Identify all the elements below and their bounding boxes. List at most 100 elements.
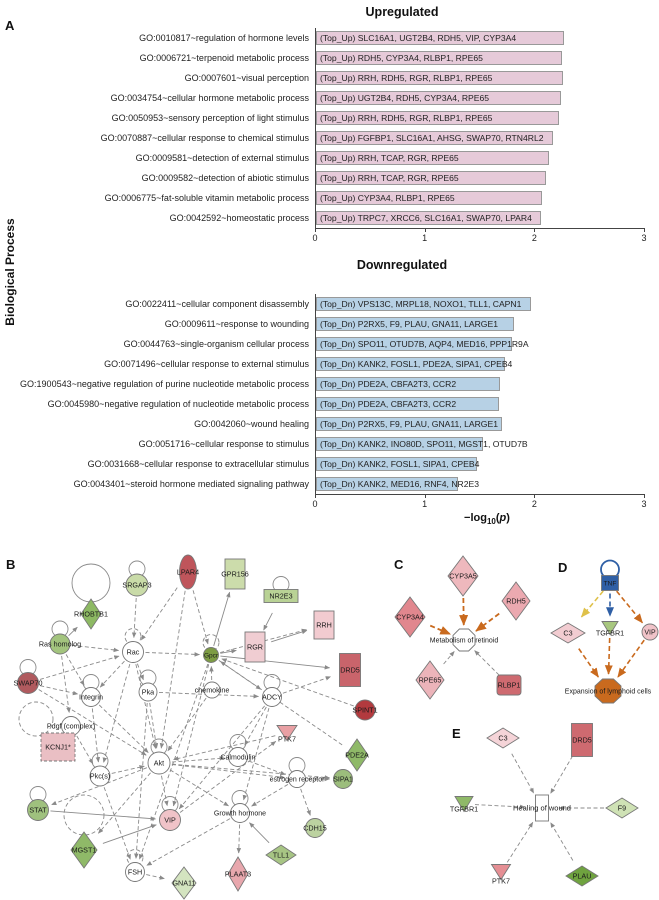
node-mgst1 bbox=[70, 831, 98, 869]
chart-title-downregulated: Downregulated bbox=[356, 258, 448, 272]
go-term-label: GO:0010817~regulation of hormone levels bbox=[139, 33, 309, 43]
node-label-cyp3a5: CYP3A5 bbox=[449, 572, 477, 581]
bar bbox=[316, 337, 512, 351]
node-adcy bbox=[262, 687, 282, 707]
node-label-cdh15: CDH15 bbox=[303, 824, 327, 833]
axis-tick-label: 3 bbox=[641, 233, 647, 243]
node-expand bbox=[594, 678, 622, 704]
go-term-label: GO:0071496~cellular response to external… bbox=[104, 359, 309, 369]
node-label-rlbp1: RLBP1 bbox=[498, 681, 521, 690]
bar-track: (Top_Dn) P2RX5, F9, PLAU, GNA11, LARGE1 bbox=[315, 314, 644, 334]
node-label-calmod: Calmodulin bbox=[220, 755, 255, 762]
go-term-label: GO:0006775~fat-soluble vitamin metabolic… bbox=[104, 193, 309, 203]
node-sipa1 bbox=[333, 769, 353, 789]
node-rdh5 bbox=[501, 581, 531, 621]
network-edge bbox=[192, 590, 209, 645]
node-label-pdgf: Pdgf (complex) bbox=[47, 722, 95, 731]
panel-b-label: B bbox=[6, 557, 16, 572]
bar-gene-list: (Top_Dn) PDE2A, CBFA2T3, CCR2 bbox=[320, 379, 457, 389]
bar-gene-list: (Top_Up) TRPC7, XRCC6, SLC16A1, SWAP70, … bbox=[320, 213, 532, 223]
bar bbox=[316, 317, 514, 331]
node-calmod bbox=[228, 747, 248, 767]
network-edge bbox=[511, 753, 535, 794]
network-edge bbox=[443, 651, 455, 665]
node-label-gpcr: Gpcr bbox=[204, 653, 219, 660]
x-axis-title: −log10(p) bbox=[464, 512, 510, 527]
network-edge bbox=[213, 591, 231, 647]
node-label-vip: VIP bbox=[164, 816, 176, 825]
bar bbox=[316, 417, 502, 431]
bar bbox=[316, 111, 559, 125]
node-label-nr2e3: NR2E3 bbox=[269, 592, 292, 601]
bar bbox=[316, 437, 484, 451]
bar bbox=[316, 211, 542, 225]
bar bbox=[316, 31, 565, 45]
node-spint1 bbox=[354, 699, 376, 721]
network-edge bbox=[617, 639, 645, 678]
bar-row: GO:0007601~visual perception (Top_Up) RRH… bbox=[0, 68, 659, 88]
node-akt bbox=[147, 751, 171, 775]
node-label-tgfbr1e: TGFBR1 bbox=[450, 805, 478, 814]
go-term-label: GO:0031668~cellular response to extracel… bbox=[87, 459, 309, 469]
bar-gene-list: (Top_Up) SLC16A1, UGT2B4, RDH5, VIP, CYP… bbox=[320, 33, 517, 43]
node-plaat3 bbox=[227, 856, 249, 892]
bar-row: GO:0042060~wound healing (Top_Dn) P2RX5, … bbox=[0, 414, 659, 434]
bar-row: GO:0045980~negative regulation of nucleo… bbox=[0, 394, 659, 414]
node-label-vipd: VIP bbox=[644, 630, 656, 637]
network-edge bbox=[91, 708, 101, 763]
node-rhobtb1 bbox=[80, 598, 102, 630]
node-label-cyp3a4: CYP3A4 bbox=[396, 613, 424, 622]
node-gna11 bbox=[171, 866, 197, 900]
chart-title-upregulated: Upregulated bbox=[365, 5, 439, 19]
bar-gene-list: (Top_Up) RRH, RDH5, RGR, RLBP1, RPE65 bbox=[320, 73, 493, 83]
node-gpcr bbox=[203, 647, 219, 663]
node-rpe65 bbox=[415, 660, 445, 700]
node-pde2ab bbox=[345, 738, 369, 772]
bar-track: (Top_Up) FGFBP1, SLC16A1, AHSG, SWAP70, … bbox=[315, 128, 644, 148]
axis-tick-label: 1 bbox=[422, 233, 428, 243]
network-edge bbox=[61, 655, 71, 714]
bar-track: (Top_Dn) KANK2, INO80D, SPO11, MGST1, OT… bbox=[315, 434, 644, 454]
network-edge bbox=[179, 740, 277, 813]
node-label-rdh5: RDH5 bbox=[506, 597, 526, 606]
node-ptk7e bbox=[490, 864, 512, 881]
node-label-gpr156: GPR156 bbox=[221, 570, 249, 579]
bar bbox=[316, 91, 561, 105]
node-ghorm bbox=[230, 803, 250, 823]
network-edge bbox=[158, 691, 259, 699]
bar-gene-list: (Top_Up) RRH, TCAP, RGR, RPE65 bbox=[320, 153, 459, 163]
bar bbox=[316, 151, 549, 165]
go-term-label: GO:0070887~cellular response to chemical… bbox=[100, 133, 309, 143]
node-label-lpar4: LPAR4 bbox=[177, 568, 199, 577]
node-rgr bbox=[244, 631, 266, 663]
bar-row: GO:0042592~homeostatic process (Top_Up) T… bbox=[0, 208, 659, 228]
bar-gene-list: (Top_Dn) KANK2, MED16, RNF4, NR2E3 bbox=[320, 479, 480, 489]
network-edge bbox=[131, 597, 137, 638]
network-edge bbox=[300, 788, 311, 816]
bar-row: GO:1900543~negative regulation of purine… bbox=[0, 374, 659, 394]
axis-tick-label: 0 bbox=[312, 233, 318, 243]
network-edge bbox=[249, 822, 270, 844]
network-edge bbox=[98, 772, 151, 834]
network-edge bbox=[242, 707, 270, 801]
node-label-fsh: FSH bbox=[128, 868, 142, 877]
go-term-label: GO:0009582~detection of abiotic stimulus bbox=[141, 173, 309, 183]
bar-row: GO:0009581~detection of external stimulu… bbox=[0, 148, 659, 168]
node-rlbp1 bbox=[496, 674, 522, 696]
network-edge bbox=[550, 822, 574, 861]
network-edge bbox=[38, 689, 147, 756]
node-srgap3 bbox=[125, 573, 149, 597]
network-edge bbox=[102, 663, 131, 763]
bar-gene-list: (Top_Dn) KANK2, INO80D, SPO11, MGST1, OT… bbox=[320, 439, 528, 449]
node-chemokine bbox=[203, 681, 221, 699]
bar-track: (Top_Dn) KANK2, FOSL1, PDE2A, SIPA1, CPE… bbox=[315, 354, 644, 374]
network-edge bbox=[236, 824, 242, 854]
go-term-label: GO:0007601~visual perception bbox=[184, 73, 309, 83]
network-edge bbox=[550, 755, 574, 794]
node-drd5 bbox=[339, 653, 361, 687]
node-f9e bbox=[605, 797, 639, 819]
network-edge bbox=[221, 658, 354, 707]
axis-tick-label: 1 bbox=[422, 499, 428, 509]
network-edge bbox=[111, 765, 145, 774]
bar-track: (Top_Dn) P2RX5, F9, PLAU, GNA11, LARGE1 bbox=[315, 414, 644, 434]
